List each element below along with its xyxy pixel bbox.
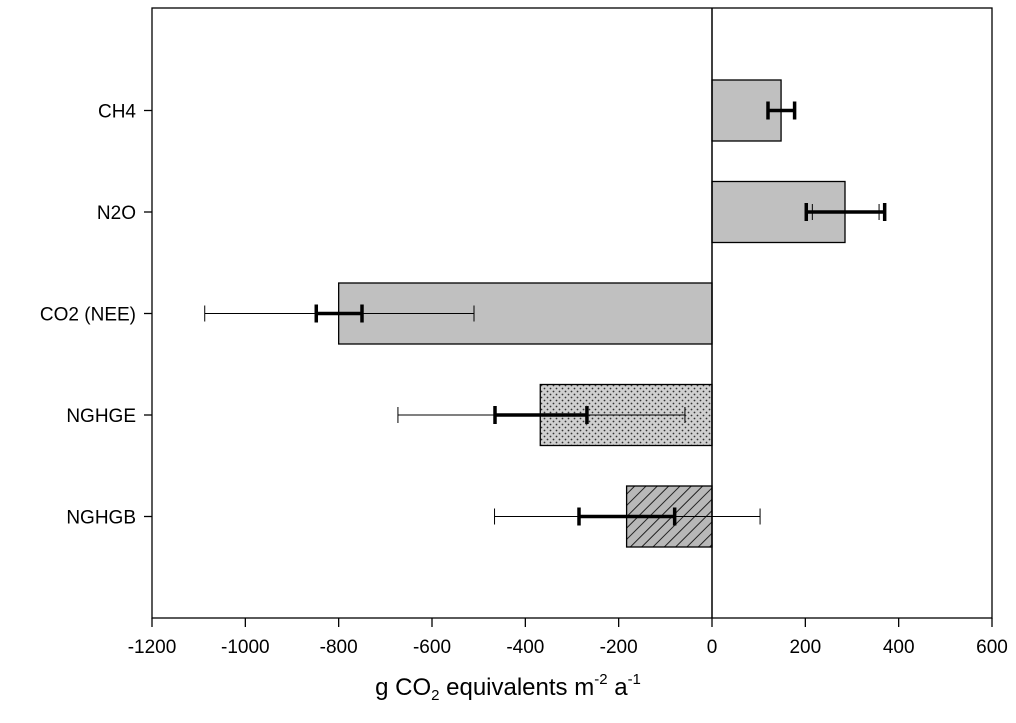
x-tick-label-0: -1200 [128, 637, 177, 658]
x-axis-label-sup-2: -1 [627, 671, 641, 688]
x-tick-label-4: -400 [506, 637, 544, 658]
x-axis-label-part-2: equivalents m [439, 674, 595, 701]
x-tick-label-3: -600 [413, 637, 451, 658]
y-tick-label-1: N2O [97, 203, 136, 224]
error-bar-inner-4 [577, 507, 677, 526]
error-bar-inner-0 [766, 101, 797, 120]
y-tick-label-0: CH4 [98, 102, 136, 123]
x-tick-label-8: 400 [883, 637, 915, 658]
x-tick-label-9: 600 [976, 637, 1008, 658]
x-axis-label-sup-1: -2 [594, 671, 608, 688]
x-axis-label-part-1: g CO [375, 674, 432, 701]
y-tick-label-4: NGHGB [66, 508, 136, 529]
x-tick-label-1: -1000 [221, 637, 270, 658]
y-tick-label-3: NGHGE [66, 406, 136, 427]
x-tick-label-2: -800 [320, 637, 358, 658]
error-bar-inner-1 [804, 203, 887, 221]
x-tick-label-6: 0 [707, 637, 718, 658]
x-axis-label-sub-1: 2 [431, 687, 440, 704]
error-bar-inner-2 [314, 304, 364, 323]
x-axis-label-part-3: a [607, 674, 628, 701]
x-tick-label-7: 200 [789, 637, 821, 658]
y-tick-label-2: CO2 (NEE) [40, 305, 136, 326]
x-axis-label: g CO2 equivalents m-2 a-1 [0, 672, 1016, 703]
x-tick-label-5: -200 [600, 637, 638, 658]
error-bar-inner-3 [493, 406, 589, 424]
